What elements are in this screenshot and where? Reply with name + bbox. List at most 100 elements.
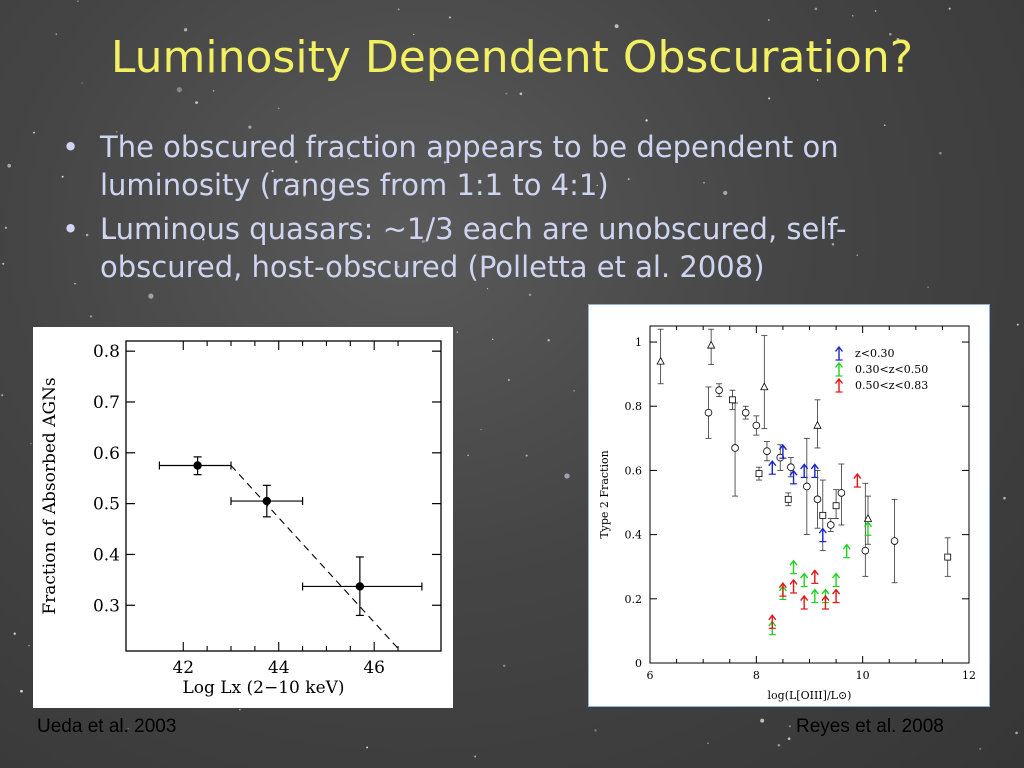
star (768, 97, 771, 100)
star (448, 16, 451, 19)
star (277, 107, 280, 110)
star (127, 727, 129, 730)
star (723, 190, 728, 196)
y-tick-label: 0 (635, 657, 642, 670)
x-tick-label: 10 (856, 669, 870, 682)
star (174, 140, 176, 143)
star (788, 725, 791, 728)
star (7, 163, 12, 168)
star (1003, 496, 1006, 500)
star (456, 331, 459, 333)
square-marker (755, 470, 763, 478)
square-marker (729, 396, 736, 404)
legend-label: 0.50<z<0.83 (855, 379, 928, 392)
star (547, 339, 550, 342)
circle-marker (715, 386, 723, 394)
star (447, 152, 449, 155)
lower-limit-arrow-head (768, 614, 777, 621)
square-marker (944, 553, 952, 561)
circle-marker (787, 463, 795, 472)
star (28, 644, 30, 647)
star (2, 262, 5, 265)
bullet-item: • The obscured fraction appears to be de… (62, 128, 942, 204)
x-tick-label: 42 (172, 658, 194, 678)
lower-limit-arrow-head (821, 588, 830, 595)
star (446, 236, 448, 238)
lower-limit-arrow-head (818, 527, 827, 534)
data-point (193, 461, 202, 470)
square-marker (819, 511, 827, 519)
star (814, 7, 818, 11)
fit-line (230, 465, 401, 652)
lower-limit-arrow-head (789, 559, 798, 566)
lower-limit-arrow-head (832, 572, 841, 579)
x-tick-label: 6 (647, 669, 654, 682)
star (777, 743, 781, 747)
y-tick-label: 1 (635, 336, 642, 349)
bullet-dot-icon: • (62, 212, 80, 246)
star (414, 217, 417, 219)
lower-limit-arrow-head (800, 572, 809, 579)
y-tick-label: 0.5 (93, 495, 120, 515)
legend-label: 0.30<z<0.50 (855, 363, 928, 376)
x-tick-label: 46 (363, 658, 385, 678)
star (502, 664, 506, 668)
star (195, 101, 198, 104)
star (507, 379, 510, 381)
star (564, 473, 570, 479)
legend-label: z<0.30 (855, 347, 895, 360)
star (124, 67, 126, 70)
star (176, 87, 183, 93)
star (1016, 323, 1019, 326)
star (74, 282, 76, 285)
y-tick-label: 0.6 (93, 444, 120, 464)
lower-limit-arrow-head (800, 594, 809, 601)
star (1, 394, 4, 397)
lower-limit-arrow-head (789, 578, 798, 585)
triangle-marker (706, 340, 716, 349)
star (183, 28, 188, 32)
bullet-dot-icon: • (62, 130, 80, 164)
star (528, 293, 532, 296)
star (239, 709, 241, 711)
circle-marker (826, 521, 835, 529)
star (474, 755, 477, 758)
y-tick-label: 0.7 (93, 393, 120, 413)
lower-limit-arrow-head (778, 582, 787, 589)
x-axis-label: Log Lx (2−10 keV) (182, 678, 344, 698)
square-marker (784, 495, 792, 503)
y-axis-label: Type 2 Fraction (598, 450, 611, 538)
star (4, 226, 7, 229)
lower-limit-arrow-head (768, 460, 777, 467)
star (81, 82, 83, 84)
circle-marker (731, 444, 739, 452)
x-tick-label: 8 (753, 669, 760, 682)
type2-fraction-chart: 0 0.2 0.4 0.6 0.8 1 6 8 10 12 log(L[OIII]/L⊙) Type … (598, 325, 976, 702)
star (61, 175, 64, 178)
bullet-text: The obscured fraction appears to be depe… (100, 130, 839, 202)
caption-right: Reyes et al. 2008 (796, 716, 944, 737)
y-tick-label: 0.8 (93, 342, 120, 362)
star (348, 157, 351, 160)
star (55, 33, 58, 35)
bullet-item: • Luminous quasars: ~1/3 each are unobsc… (62, 210, 942, 286)
x-tick-label: 44 (268, 658, 290, 678)
legend-arrow-head (834, 377, 844, 384)
star (89, 315, 93, 318)
star (115, 130, 118, 133)
star (927, 286, 930, 289)
legend-arrow-head (834, 345, 844, 352)
triangle-marker (656, 356, 665, 365)
star (939, 151, 942, 155)
star (491, 338, 494, 341)
star (573, 389, 575, 392)
lower-limit-arrow-head (821, 594, 830, 601)
star (896, 38, 900, 41)
slide-title: Luminosity Dependent Obscuration? (110, 32, 914, 83)
triangle-marker (813, 420, 822, 429)
star (948, 7, 951, 10)
x-tick-label: 12 (962, 669, 976, 682)
lower-limit-arrow-head (832, 588, 841, 595)
star (13, 632, 16, 635)
star (104, 234, 108, 238)
